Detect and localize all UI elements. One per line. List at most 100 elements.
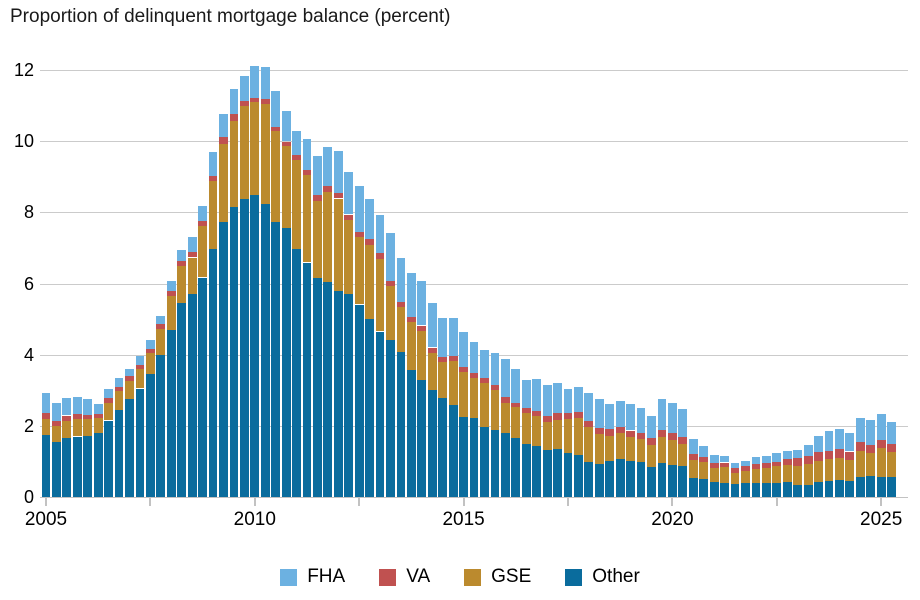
bar-segment-va [187, 252, 197, 258]
bar-segment-fha [187, 237, 197, 253]
bar-segment-va [709, 463, 719, 469]
bar-segment-va [292, 155, 301, 161]
bar-segment-other [636, 462, 646, 497]
x-axis-tick [671, 497, 674, 506]
bar-segment-other [302, 262, 312, 497]
bar-segment-fha [83, 398, 93, 415]
bar-segment-fha [709, 455, 719, 464]
bar-segment-fha [835, 429, 844, 449]
bar-segment-other [876, 477, 886, 497]
bar-segment-other [333, 290, 343, 497]
bar-segment-gse [814, 461, 823, 482]
bar-segment-other [647, 467, 656, 497]
bar-segment-va [855, 441, 865, 451]
bar-segment-other [730, 483, 740, 497]
bar-segment-other [375, 331, 385, 497]
bar-segment-fha [386, 233, 395, 281]
bar-segment-other [239, 199, 249, 497]
bar-segment-fha [574, 387, 583, 413]
bar-segment-fha [41, 392, 51, 413]
legend-label: FHA [307, 566, 346, 587]
bar-segment-other [125, 399, 134, 497]
bar-segment-other [667, 465, 677, 497]
bar-segment-va [584, 421, 594, 427]
bar-segment-gse [480, 382, 489, 427]
bar-segment-other [93, 432, 103, 497]
bar-segment-other [761, 483, 771, 497]
bar-segment-fha [354, 186, 364, 233]
bar-segment-va [208, 176, 218, 182]
chart-legend: FHA VA GSE Other [0, 560, 920, 594]
bar-segment-fha [855, 418, 865, 442]
bar-segment-gse [845, 460, 855, 481]
bar-segment-va [52, 420, 61, 426]
legend-label: GSE [491, 566, 532, 587]
bar-segment-va [814, 452, 823, 462]
bar-segment-other [709, 481, 719, 497]
bar-segment-fha [741, 460, 750, 466]
bar-segment-gse [229, 121, 239, 208]
bar-segment-fha [480, 349, 489, 378]
bar-segment-gse [114, 391, 124, 410]
bar-segment-other [177, 303, 187, 497]
bar-segment-fha [260, 67, 270, 100]
bar-segment-fha [302, 139, 312, 170]
bar-segment-va [553, 412, 562, 420]
bar-segment-other [751, 483, 761, 497]
bar-segment-gse [730, 472, 740, 484]
bar-segment-gse [521, 413, 531, 444]
bar-segment-other [229, 207, 239, 497]
bar-segment-fha [699, 445, 709, 457]
bar-segment-gse [166, 296, 176, 330]
bar-segment-va [72, 414, 82, 420]
bar-segment-va [803, 455, 813, 465]
bar-segment-va [145, 348, 155, 353]
bar-segment-fha [198, 205, 208, 222]
bar-segment-va [636, 432, 646, 439]
bar-segment-fha [594, 399, 604, 428]
bar-segment-fha [156, 315, 166, 325]
bar-segment-fha [417, 281, 427, 326]
bar-segment-other [657, 463, 667, 497]
bar-segment-fha [62, 398, 72, 416]
bar-segment-va [741, 465, 750, 471]
bar-segment-other [511, 438, 521, 497]
bar-segment-va [198, 221, 208, 227]
bar-segment-other [480, 426, 489, 497]
bar-segment-va [574, 412, 583, 418]
bar-segment-va [835, 449, 844, 458]
bar-segment-other [62, 437, 72, 497]
bar-segment-fha [500, 359, 510, 397]
bar-segment-gse [406, 321, 416, 370]
bar-segment-va [219, 137, 228, 145]
bar-segment-gse [688, 460, 698, 478]
bar-segment-va [678, 436, 688, 444]
bar-segment-gse [459, 371, 468, 417]
legend-item-va: VA [379, 566, 430, 588]
bar-segment-gse [469, 377, 479, 418]
bar-segment-fha [333, 151, 343, 194]
bar-segment-other [542, 450, 552, 497]
bar-segment-fha [52, 402, 61, 421]
bar-segment-va [459, 366, 468, 372]
bar-segment-va [605, 428, 615, 436]
bar-segment-other [584, 461, 594, 497]
bar-segment-va [344, 214, 354, 220]
legend-item-gse: GSE [464, 566, 531, 588]
bar-segment-gse [876, 447, 886, 478]
bar-segment-va [751, 464, 761, 469]
bar-segment-gse [500, 402, 510, 433]
bar-segment-va [354, 232, 364, 238]
bar-segment-va [271, 127, 281, 132]
x-axis-tick [462, 497, 465, 506]
bar-segment-va [365, 239, 375, 246]
bar-segment-gse [417, 330, 427, 380]
bar-segment-fha [730, 463, 740, 469]
bar-segment-other [354, 304, 364, 497]
bar-segment-other [699, 478, 709, 497]
bar-segment-other [678, 466, 688, 497]
bar-segment-other [553, 449, 562, 497]
bar-segment-gse [260, 104, 270, 205]
bar-segment-va [887, 444, 897, 452]
bar-segment-fha [427, 302, 437, 348]
